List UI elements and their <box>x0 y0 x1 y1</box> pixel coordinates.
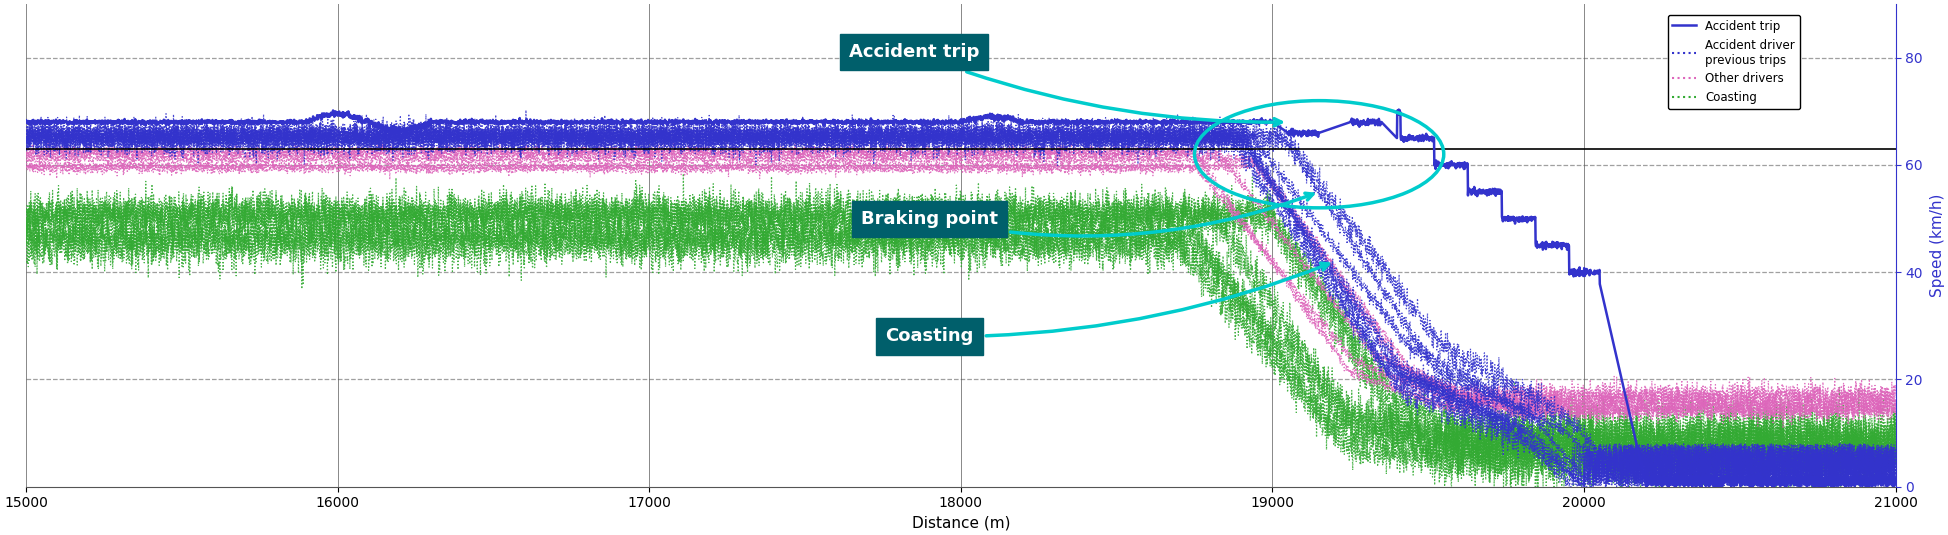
Coasting <box>1868 423 1892 430</box>
Other drivers <box>719 151 742 157</box>
Accident driver
previous trips <box>458 140 481 146</box>
Y-axis label: Speed (km/h): Speed (km/h) <box>1929 194 1944 297</box>
Other drivers <box>72 147 95 153</box>
Accident trip <box>719 119 742 126</box>
Other drivers <box>468 151 491 158</box>
Other drivers <box>851 154 875 160</box>
Accident trip <box>1387 106 1410 113</box>
Coasting <box>14 202 37 208</box>
X-axis label: Distance (m): Distance (m) <box>912 516 1009 531</box>
Other drivers <box>448 157 471 164</box>
Text: Coasting: Coasting <box>884 263 1329 346</box>
Coasting <box>1884 452 1907 458</box>
Coasting <box>851 201 875 207</box>
Line: Other drivers: Other drivers <box>25 150 1895 424</box>
Accident trip <box>851 120 875 127</box>
Coasting <box>719 181 742 188</box>
Text: Braking point: Braking point <box>861 193 1313 236</box>
Other drivers <box>1884 394 1907 400</box>
Accident driver
previous trips <box>1570 483 1593 490</box>
Accident driver
previous trips <box>719 136 742 143</box>
Line: Coasting: Coasting <box>25 173 1895 486</box>
Coasting <box>468 212 491 218</box>
Accident driver
previous trips <box>1884 445 1907 452</box>
Accident driver
previous trips <box>851 134 875 141</box>
Coasting <box>1490 483 1514 490</box>
Line: Accident driver
previous trips: Accident driver previous trips <box>25 129 1895 486</box>
Line: Accident trip: Accident trip <box>25 110 1895 486</box>
Accident driver
previous trips <box>458 126 481 132</box>
Other drivers <box>1868 409 1892 415</box>
Accident trip <box>14 117 37 124</box>
Accident trip <box>458 118 481 124</box>
Accident trip <box>1868 482 1892 488</box>
Other drivers <box>458 156 481 163</box>
Accident trip <box>448 117 471 123</box>
Accident driver
previous trips <box>14 134 37 140</box>
Text: Accident trip: Accident trip <box>849 43 1280 126</box>
Coasting <box>458 213 481 219</box>
Legend: Accident trip, Accident driver
previous trips, Other drivers, Coasting: Accident trip, Accident driver previous … <box>1667 15 1800 109</box>
Other drivers <box>14 154 37 160</box>
Accident trip <box>468 118 491 124</box>
Accident trip <box>1884 477 1907 483</box>
Accident driver
previous trips <box>448 140 471 147</box>
Accident trip <box>1689 483 1712 490</box>
Other drivers <box>1779 421 1802 427</box>
Coasting <box>672 170 695 177</box>
Coasting <box>448 219 471 226</box>
Accident driver
previous trips <box>468 136 491 143</box>
Accident driver
previous trips <box>1868 461 1892 467</box>
